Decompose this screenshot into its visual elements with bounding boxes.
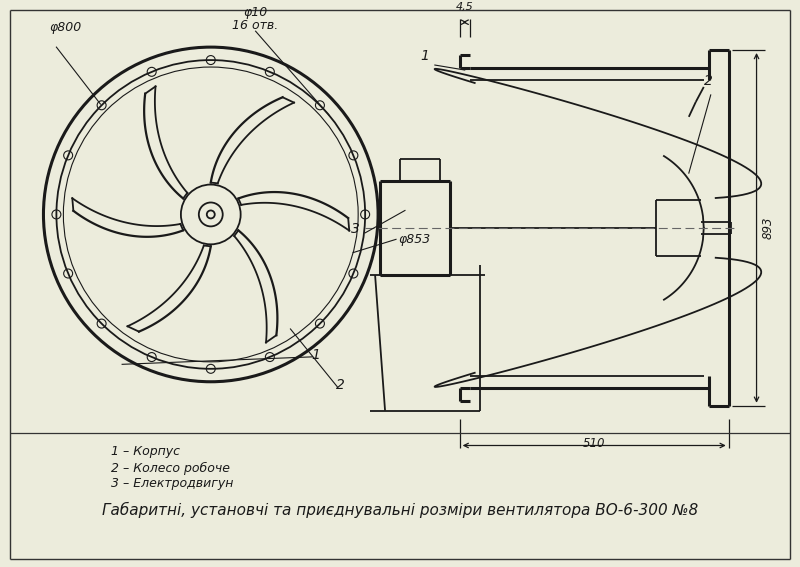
Text: Габаритні, установчі та приєднувальні розміри вентилятора ВО-6-300 №8: Габаритні, установчі та приєднувальні ро…	[102, 502, 698, 518]
Text: 16 отв.: 16 отв.	[233, 19, 278, 32]
Text: φ800: φ800	[50, 21, 82, 34]
Text: 1 – Корпус: 1 – Корпус	[111, 446, 180, 459]
Text: 2 – Колесо робоче: 2 – Колесо робоче	[111, 462, 230, 475]
Text: 510: 510	[583, 438, 606, 450]
Text: 3: 3	[350, 222, 360, 236]
Text: 4,5: 4,5	[456, 2, 474, 12]
Text: 1: 1	[311, 348, 320, 362]
Text: φ853: φ853	[398, 233, 430, 246]
Text: 2: 2	[336, 378, 345, 392]
Text: 2: 2	[704, 74, 713, 88]
Text: 893: 893	[762, 217, 774, 239]
Text: 1: 1	[421, 49, 430, 63]
Text: 3 – Електродвигун: 3 – Електродвигун	[111, 477, 234, 490]
Text: φ10: φ10	[243, 6, 268, 19]
